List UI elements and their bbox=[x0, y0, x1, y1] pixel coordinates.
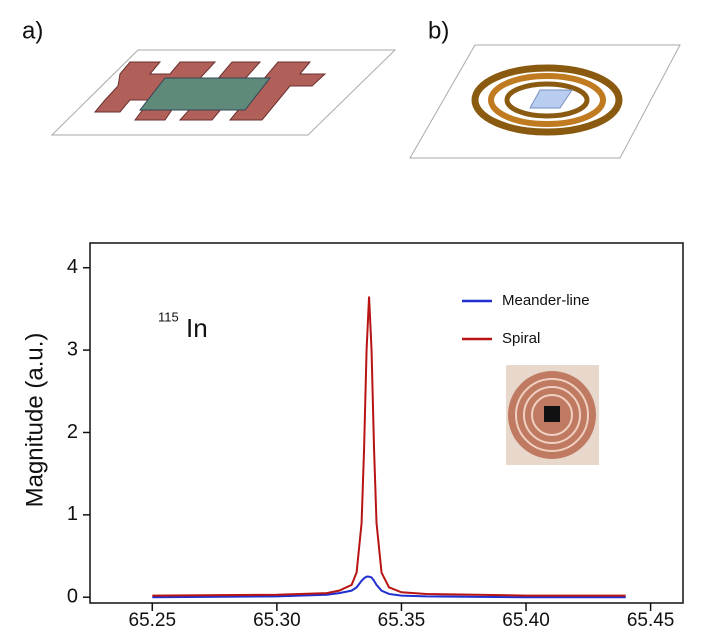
x-tick-label: 65.40 bbox=[502, 610, 550, 631]
y-tick-label: 1 bbox=[67, 503, 78, 525]
y-tick-label: 0 bbox=[67, 586, 78, 608]
spiral-illustration bbox=[409, 44, 681, 159]
y-tick-label: 4 bbox=[67, 256, 78, 278]
legend-label: Meander-line bbox=[502, 292, 590, 309]
panel-label: a) bbox=[22, 17, 43, 44]
plot-frame bbox=[89, 242, 684, 604]
x-tick-label: 65.45 bbox=[627, 610, 675, 631]
meander-illustration bbox=[50, 49, 397, 136]
data-line bbox=[152, 575, 626, 599]
x-tick-label: 65.35 bbox=[378, 610, 426, 631]
panel-label: b) bbox=[428, 17, 449, 44]
inset-photo bbox=[506, 365, 599, 465]
y-tick-label: 3 bbox=[67, 338, 78, 360]
x-tick-label: 65.25 bbox=[129, 610, 177, 631]
y-tick-label: 2 bbox=[67, 421, 78, 443]
x-tick-label: 65.30 bbox=[253, 610, 301, 631]
annotation: In bbox=[186, 313, 208, 343]
annotation-superscript: 115 bbox=[158, 309, 179, 324]
y-axis-label: Magnitude (a.u.) bbox=[21, 333, 48, 508]
data-line bbox=[152, 296, 626, 597]
legend-label: Spiral bbox=[502, 330, 540, 347]
